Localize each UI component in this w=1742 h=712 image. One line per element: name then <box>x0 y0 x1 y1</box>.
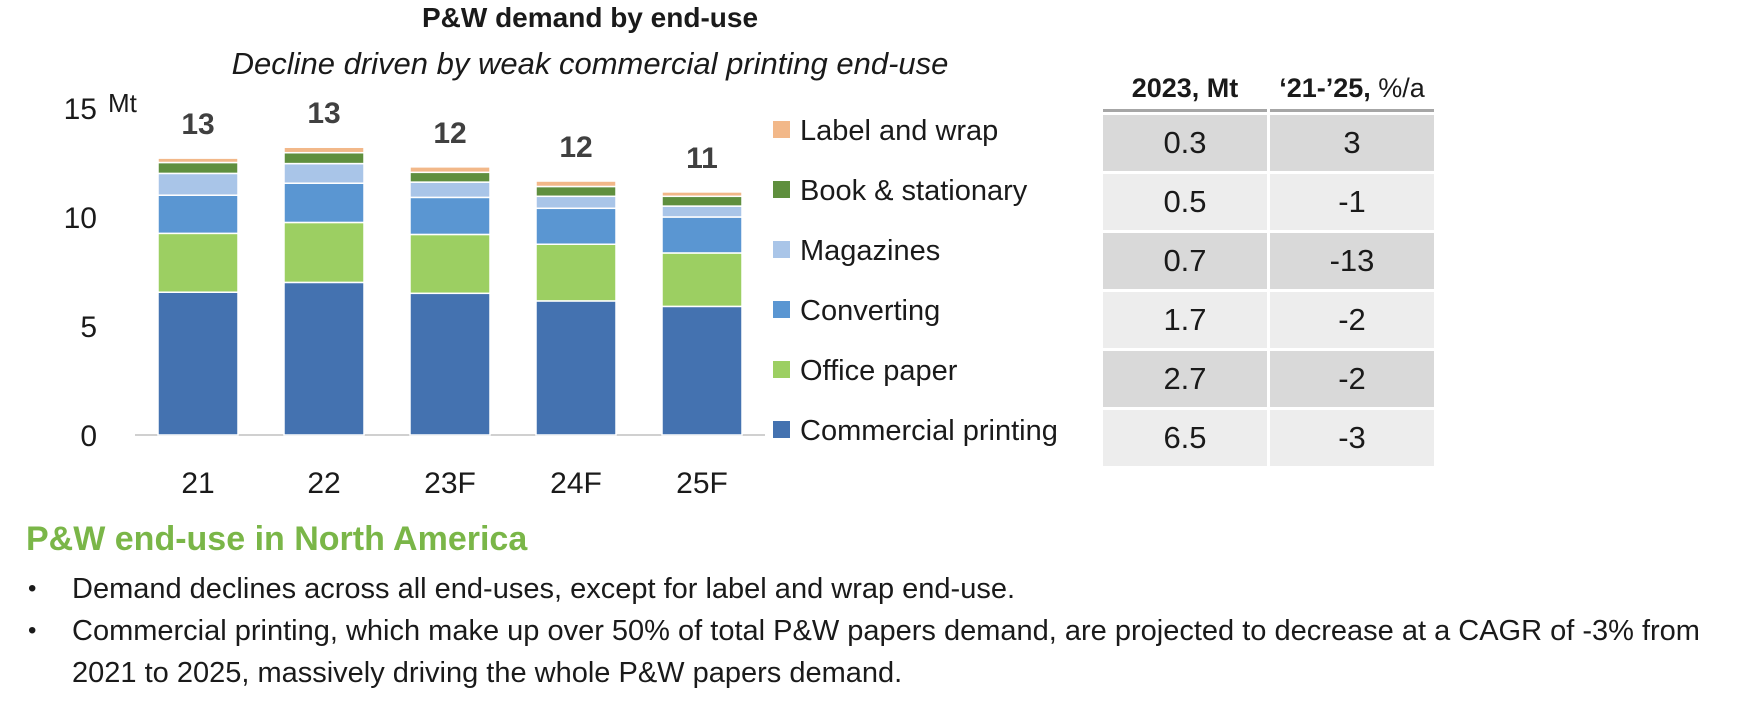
bullet-item: • Demand declines across all end-uses, ex… <box>0 568 1742 610</box>
table-row: 0.3 3 <box>1103 115 1434 171</box>
table-row: 1.7 -2 <box>1103 292 1434 348</box>
bar-segment-magazines <box>535 195 617 210</box>
bar-segment-book-stationary <box>283 151 365 165</box>
cell-cagr: -13 <box>1270 233 1434 289</box>
bar-segment-label-and-wrap <box>535 180 617 188</box>
header-cagr: ‘21-’25, %/a <box>1270 71 1434 112</box>
bar-segment-converting <box>661 216 743 254</box>
stacked-bar-chart: 0 5 10 15 Mt 13 21 13 22 12 23F 12 24F 11 25F Label and… <box>64 88 1058 500</box>
table-row: 2.7 -2 <box>1103 351 1434 407</box>
x-tick-label: 25F <box>676 467 728 500</box>
bar-segment-magazines <box>661 205 743 218</box>
bar-segment-converting <box>535 207 617 245</box>
cell-mt: 1.7 <box>1103 292 1267 348</box>
bar-segment-office-paper <box>283 221 365 284</box>
bar-total-label: 13 <box>307 97 340 130</box>
bar-segment-book-stationary <box>661 195 743 207</box>
x-tick-label: 22 <box>307 467 340 500</box>
bar-segment-label-and-wrap <box>409 166 491 174</box>
header-cagr-unit: %/a <box>1378 72 1425 103</box>
legend-swatch <box>773 241 790 258</box>
table-row: 0.5 -1 <box>1103 174 1434 230</box>
y-tick-label: 10 <box>64 202 97 235</box>
bar-segment-label-and-wrap <box>157 157 239 164</box>
y-tick-label: 15 <box>64 93 97 126</box>
y-tick-label: 0 <box>80 420 97 453</box>
bar-segment-office-paper <box>157 232 239 293</box>
legend-label: Magazines <box>800 235 940 267</box>
x-tick-label: 23F <box>424 467 476 500</box>
legend-swatch <box>773 361 790 378</box>
bar-segment-magazines <box>283 162 365 184</box>
bar-segment-magazines <box>409 181 491 199</box>
bar-segment-commercial-printing <box>661 305 743 436</box>
chart-title: P&W demand by end-use <box>421 2 759 33</box>
y-tick-label: 5 <box>80 311 97 344</box>
x-tick-label: 21 <box>181 467 214 500</box>
bullet-list: • Demand declines across all end-uses, ex… <box>0 568 1742 694</box>
x-tick-label: 24F <box>550 467 602 500</box>
cell-mt: 0.5 <box>1103 174 1267 230</box>
legend-label: Office paper <box>800 355 958 387</box>
header-2023-mt: 2023, Mt <box>1103 71 1267 112</box>
bar-segment-commercial-printing <box>157 291 239 436</box>
bar-segment-commercial-printing <box>535 300 617 436</box>
bar-total-label: 11 <box>686 142 718 175</box>
bullet-text: Commercial printing, which make up over … <box>72 615 1700 689</box>
legend-swatch <box>773 121 790 138</box>
bar-segment-book-stationary <box>535 185 617 198</box>
stats-table: 2023, Mt ‘21-’25, %/a 0.3 3 0.5 -1 0.7 -13 … <box>1100 68 1437 469</box>
bar-segment-label-and-wrap <box>283 146 365 154</box>
header-cagr-years: ‘21-’25, <box>1279 72 1371 103</box>
bar-segment-commercial-printing <box>409 292 491 436</box>
section-heading: P&W end-use in North America <box>26 520 528 558</box>
table-row: 6.5 -3 <box>1103 410 1434 466</box>
stats-table-header: 2023, Mt ‘21-’25, %/a <box>1103 71 1434 112</box>
bar-segment-magazines <box>157 172 239 196</box>
legend-swatch <box>773 301 790 318</box>
legend-label: Label and wrap <box>800 115 998 147</box>
cell-mt: 0.3 <box>1103 115 1267 171</box>
bar-segment-book-stationary <box>157 161 239 175</box>
chart-subtitle: Decline driven by weak commercial printi… <box>231 46 949 81</box>
bar-segment-office-paper <box>661 252 743 308</box>
bar-segment-converting <box>283 182 365 224</box>
bar-total-label: 12 <box>433 117 466 150</box>
bar-segment-converting <box>409 196 491 236</box>
bar-segment-converting <box>157 194 239 235</box>
table-row: 0.7 -13 <box>1103 233 1434 289</box>
cell-mt: 0.7 <box>1103 233 1267 289</box>
legend-label: Book & stationary <box>800 175 1028 207</box>
cell-cagr: -3 <box>1270 410 1434 466</box>
cell-cagr: -2 <box>1270 292 1434 348</box>
bullet-text: Demand declines across all end-uses, exc… <box>72 573 1016 605</box>
cell-cagr: -2 <box>1270 351 1434 407</box>
cell-mt: 6.5 <box>1103 410 1267 466</box>
legend-label: Commercial printing <box>800 415 1058 447</box>
bullet-dot-icon: • <box>28 617 37 644</box>
legend-label: Converting <box>800 295 940 327</box>
bullet-item: • Commercial printing, which make up over… <box>0 610 1742 694</box>
cell-cagr: 3 <box>1270 115 1434 171</box>
cell-mt: 2.7 <box>1103 351 1267 407</box>
legend-swatch <box>773 181 790 198</box>
bar-total-label: 12 <box>559 131 592 164</box>
bar-segment-label-and-wrap <box>661 191 743 198</box>
bar-total-label: 13 <box>181 108 214 141</box>
bar-segment-office-paper <box>409 233 491 295</box>
cell-cagr: -1 <box>1270 174 1434 230</box>
legend-swatch <box>773 421 790 438</box>
bar-segment-book-stationary <box>409 171 491 183</box>
bar-segment-office-paper <box>535 243 617 302</box>
bar-segment-commercial-printing <box>283 281 365 436</box>
y-axis-unit-label: Mt <box>108 88 138 118</box>
bullet-dot-icon: • <box>28 575 37 602</box>
